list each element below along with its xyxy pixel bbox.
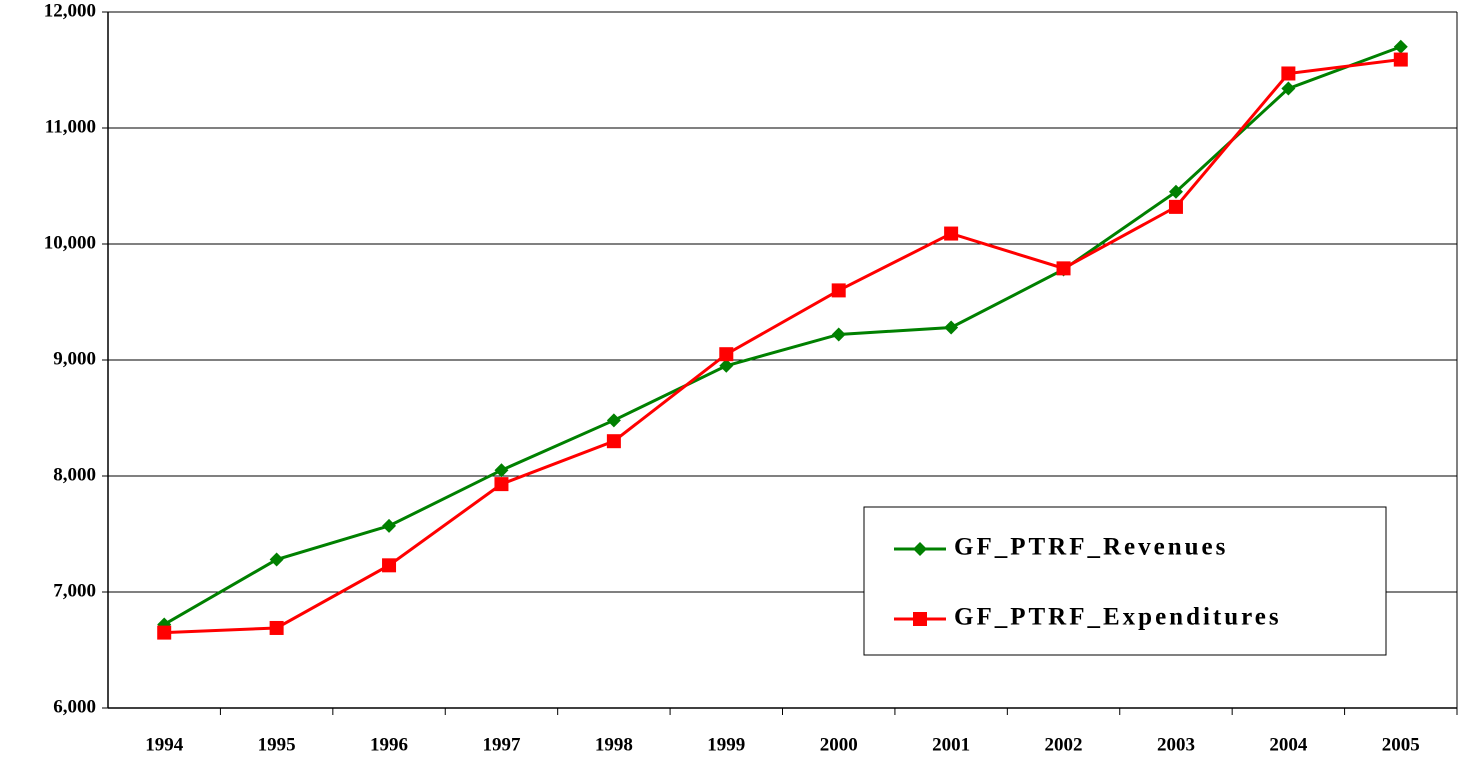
point (494, 477, 509, 492)
series-line (164, 58, 1401, 635)
point (1056, 261, 1071, 276)
point (269, 620, 284, 635)
y-tick-label: 12,000 (44, 0, 96, 21)
point (494, 463, 509, 478)
y-tick-label: 10,000 (44, 232, 96, 253)
y-tick-label: 9,000 (53, 348, 96, 369)
point (944, 226, 959, 241)
x-tick-label: 1995 (258, 734, 296, 755)
legend-marker (913, 542, 927, 556)
point (944, 320, 959, 335)
legend-box (863, 506, 1387, 656)
legend-label: GF_PTRF_Revenues (954, 534, 1228, 561)
series-line (163, 45, 1402, 626)
x-tick-label: 2002 (1045, 734, 1083, 755)
point (719, 358, 734, 373)
y-tick-label: 6,000 (53, 696, 96, 717)
point (1281, 81, 1296, 96)
point (382, 558, 397, 573)
point (1393, 52, 1408, 67)
x-tick-label: 1997 (482, 734, 521, 755)
x-tick-label: 2001 (932, 734, 970, 755)
x-tick-label: 1998 (595, 734, 633, 755)
point (157, 625, 172, 640)
point (606, 434, 621, 449)
point (1168, 199, 1183, 214)
point (606, 413, 621, 428)
legend-label: GF_PTRF_Expenditures (954, 604, 1282, 631)
x-tick-label: 2005 (1382, 734, 1420, 755)
point (831, 283, 846, 298)
point (382, 518, 397, 533)
point (1393, 39, 1408, 54)
x-tick-label: 2003 (1157, 734, 1195, 755)
x-tick-label: 1994 (145, 734, 184, 755)
point (1281, 66, 1296, 81)
point (269, 552, 284, 567)
point (719, 347, 734, 362)
x-tick-label: 2000 (820, 734, 858, 755)
y-tick-label: 8,000 (53, 464, 96, 485)
x-tick-label: 1999 (707, 734, 745, 755)
legend-marker (913, 612, 927, 626)
x-tick-label: 1996 (370, 734, 408, 755)
x-tick-label: 2004 (1269, 734, 1308, 755)
y-tick-label: 7,000 (53, 580, 96, 601)
point (831, 327, 846, 342)
point (1168, 184, 1183, 199)
y-tick-label: 11,000 (45, 116, 96, 137)
